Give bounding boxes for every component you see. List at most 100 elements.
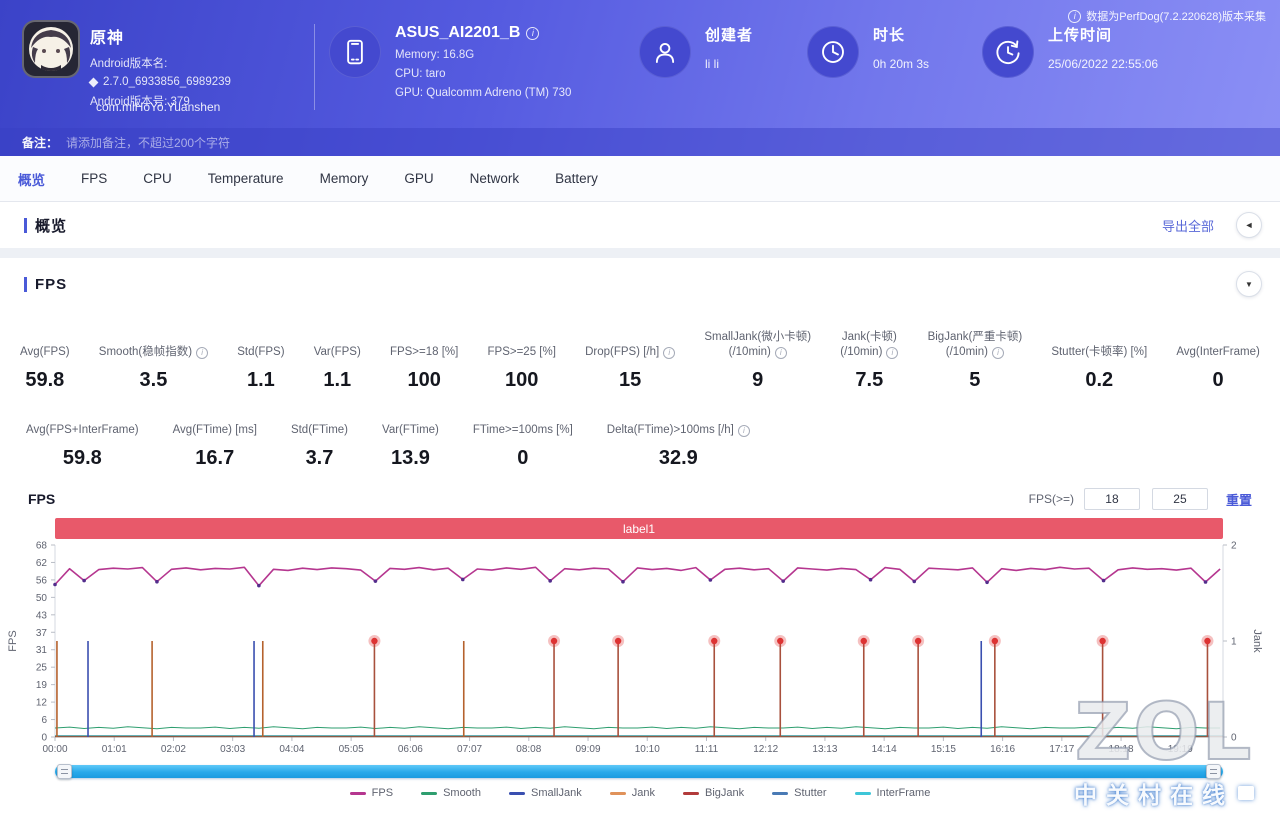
tab-概览[interactable]: 概览 [18,172,45,188]
svg-text:19: 19 [36,680,48,691]
time-range-slider[interactable] [55,764,1223,779]
tab-battery[interactable]: Battery [555,171,598,186]
fps-collapse-button[interactable]: ▼ [1236,271,1262,297]
tab-temperature[interactable]: Temperature [207,171,284,186]
reset-button[interactable]: 重置 [1225,492,1252,508]
metric-value: 0 [517,447,529,469]
device-info-block: ASUS_AI2201_B i Memory: 16.8G CPU: taro … [329,20,639,128]
metric: Avg(FTime) [ms] 16.7 [172,424,257,469]
metric-info-icon[interactable]: i [886,346,899,359]
svg-text:04:04: 04:04 [279,744,304,755]
svg-text:07:07: 07:07 [457,744,482,755]
metric-value: 0 [1212,369,1224,391]
svg-text:FPS: FPS [7,630,19,651]
metric-info-icon[interactable]: i [774,346,787,359]
legend-item-stutter[interactable]: Stutter [772,787,827,799]
device-cpu: CPU: taro [395,68,446,80]
metric: BigJank(严重卡顿) (/10min) i 5 [927,331,1023,391]
legend-item-fps[interactable]: FPS [349,787,393,799]
app-name: 原神 [90,30,125,47]
phone-icon [329,26,381,78]
metric: Stutter(卡顿率) [%] 0.2 [1051,346,1148,391]
device-memory: Memory: 16.8G [395,49,475,61]
android-build-line: Android版本号: 379 [90,96,190,108]
metric-info-icon[interactable]: i [737,424,750,437]
tab-fps[interactable]: FPS [81,171,108,186]
chevron-down-icon: ▼ [1245,279,1253,289]
fps-metrics-row1: Avg(FPS) 59.8 Smooth(稳帧指数) i 3.5 Std(FPS) 1.1 V… [0,310,1280,392]
fps-section-header: FPS ▼ [0,258,1280,310]
metric: Var(FTime) 13.9 [382,424,439,469]
svg-text:18:18: 18:18 [1109,744,1134,755]
fps-title: FPS [35,275,68,293]
svg-text:25: 25 [36,663,48,674]
clock-icon [807,26,859,78]
slider-left-handle[interactable] [57,764,72,779]
metric: Avg(InterFrame) 0 [1176,346,1260,391]
fps-threshold-input-2[interactable] [1151,488,1208,510]
svg-text:01:01: 01:01 [102,744,127,755]
svg-text:6: 6 [41,715,47,726]
tab-memory[interactable]: Memory [319,171,369,186]
remark-bar[interactable]: 备注： 请添加备注，不超过200个字符 [0,128,1280,156]
info-icon: i [1068,9,1082,23]
svg-text:56: 56 [36,575,48,586]
chart-region-label[interactable]: label1 [55,518,1223,539]
svg-text:14:14: 14:14 [872,744,897,755]
metric: SmallJank(微小卡顿) (/10min) i 9 [704,331,812,391]
remark-placeholder: 请添加备注，不超过200个字符 [66,135,231,150]
fps-chart[interactable]: 68 62 56 50 43 37 31 25 19 12 6 0 FPS 2 1 0 Jank 00:00 01:… [0,539,1280,756]
collapse-left-icon: ◄ [1244,220,1254,230]
genshin-avatar-icon [29,27,73,71]
svg-text:Jank: Jank [1251,629,1263,653]
metric: Avg(FPS) 59.8 [20,346,70,391]
metric-value: 7.5 [855,369,884,391]
duration-block: 时长 0h 20m 3s [807,20,982,128]
metric: Std(FTime) 3.7 [290,424,349,469]
svg-text:0: 0 [1231,733,1237,744]
tab-gpu[interactable]: GPU [404,171,434,186]
svg-text:12: 12 [36,698,48,709]
fps-chart-wrap: 68 62 56 50 43 37 31 25 19 12 6 0 FPS 2 1 0 Jank 00:00 01:… [0,539,1280,756]
metric-value: 3.7 [305,447,334,469]
metric-info-icon[interactable]: i [663,346,676,359]
metric-info-icon[interactable]: i [991,346,1004,359]
fps-threshold-label: FPS(>=) [1028,492,1074,506]
fps-threshold-input-1[interactable] [1083,488,1140,510]
legend-item-smooth[interactable]: Smooth [421,787,481,799]
export-all-button[interactable]: 导出全部 [1161,218,1214,234]
legend-item-bigjank[interactable]: BigJank [682,787,744,799]
legend-item-jank[interactable]: Jank [609,787,655,799]
device-gpu: GPU: Qualcomm Adreno (TM) 730 [395,87,572,99]
fps-chart-header: FPS FPS(>=) 重置 [28,488,1252,510]
svg-text:06:06: 06:06 [398,744,423,755]
version-note-text: 数据为PerfDog(7.2.220628)版本采集 [1086,11,1266,23]
device-name: ASUS_AI2201_B [395,24,521,41]
tab-cpu[interactable]: CPU [143,171,172,186]
app-info-block: 原神 Android版本名: 2.7.0_6933856_6989239 And… [22,20,314,128]
metric: Smooth(稳帧指数) i 3.5 [99,330,209,392]
svg-text:43: 43 [36,610,48,621]
svg-text:05:05: 05:05 [339,744,364,755]
metric-value: 0.2 [1085,369,1114,391]
metric: FPS>=18 [%] 100 [389,346,459,391]
metric: Var(FPS) 1.1 [313,346,361,391]
svg-text:13:13: 13:13 [812,744,837,755]
overview-collapse-button[interactable]: ◄ [1236,212,1262,238]
legend-item-interframe[interactable]: InterFrame [854,787,930,799]
tab-network[interactable]: Network [469,171,520,186]
slider-right-handle[interactable] [1206,764,1221,779]
svg-text:31: 31 [36,645,48,656]
user-icon [639,26,691,78]
svg-text:17:17: 17:17 [1049,744,1074,755]
svg-text:0: 0 [41,733,47,744]
metric-value: 1.1 [246,369,275,391]
legend-item-smalljank[interactable]: SmallJank [508,787,582,799]
upload-label: 上传时间 [1048,27,1113,44]
diamond-icon [88,77,99,87]
device-info-icon[interactable]: i [526,26,540,40]
app-avatar [22,20,80,78]
metric-value: 1.1 [323,369,352,391]
metric-info-icon[interactable]: i [196,346,209,359]
svg-text:15:15: 15:15 [931,744,956,755]
